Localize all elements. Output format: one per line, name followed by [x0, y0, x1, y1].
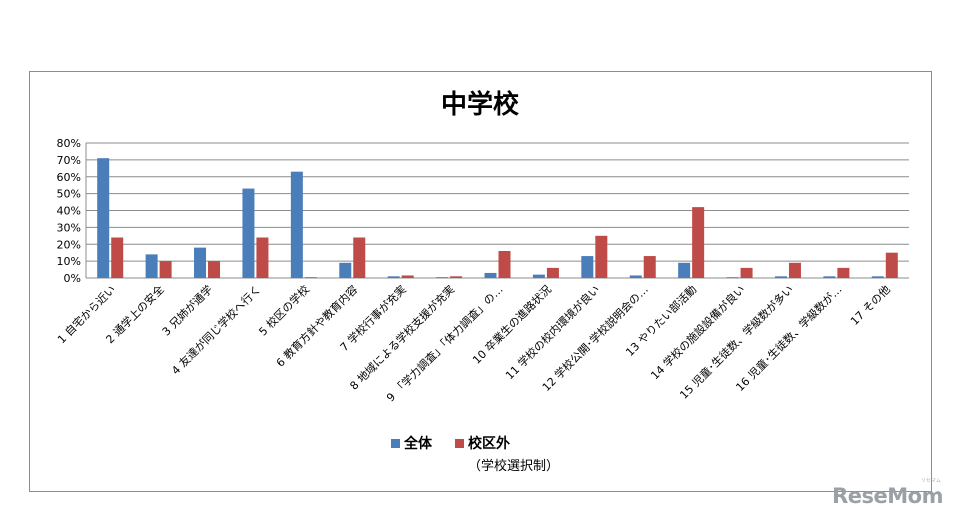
- x-tick-label: 6 教育方針や教育内容: [273, 282, 360, 369]
- bar-kokugai: [353, 237, 366, 278]
- bar-kokugai: [740, 267, 753, 278]
- y-tick-label: 50%: [57, 188, 81, 201]
- bar-kokugai: [595, 235, 608, 278]
- legend-swatch: [391, 439, 400, 448]
- bar-zentai: [678, 262, 691, 278]
- bar-zentai: [194, 247, 207, 278]
- bar-zentai: [871, 276, 884, 278]
- y-axis-ticks: 0% 10% 20% 30% 40% 50% 60% 70% 80%: [57, 137, 81, 285]
- resemom-logo: ReseMom: [832, 484, 943, 508]
- bar-zentai: [97, 158, 110, 278]
- bar-zentai: [726, 277, 739, 278]
- y-tick-label: 80%: [57, 137, 81, 150]
- bars: [97, 158, 898, 278]
- bar-kokugai: [837, 267, 850, 278]
- legend-swatch: [455, 439, 464, 448]
- bar-zentai: [823, 276, 836, 278]
- y-tick-label: 10%: [57, 255, 81, 268]
- y-tick-label: 30%: [57, 221, 81, 234]
- bar-kokugai: [304, 277, 317, 278]
- grid-lines: [85, 142, 909, 279]
- x-tick-label: 4 友達が同じ学校へ行く: [168, 282, 263, 377]
- bar-kokugai: [643, 256, 656, 278]
- bar-kokugai: [546, 267, 559, 278]
- y-tick-label: 70%: [57, 154, 81, 167]
- bar-kokugai: [692, 207, 705, 278]
- bar-zentai: [484, 272, 497, 278]
- bar-zentai: [339, 262, 352, 278]
- bar-zentai: [774, 276, 787, 278]
- bar-zentai: [387, 276, 400, 278]
- bar-kokugai: [788, 262, 801, 278]
- y-tick-label: 0%: [64, 272, 81, 285]
- bar-zentai: [581, 256, 594, 278]
- bar-kokugai: [111, 237, 124, 278]
- legend-sublabel: （学校選択制）: [468, 458, 559, 474]
- x-tick-label: 17 その他: [848, 283, 893, 328]
- x-tick-label: 10 卒業生の進路状況: [470, 282, 554, 366]
- bar-zentai: [242, 188, 255, 278]
- bar-kokugai: [159, 261, 172, 278]
- resemom-logo-sub: リセマム: [920, 478, 941, 484]
- bar-kokugai: [401, 275, 414, 278]
- chart-title: 中学校: [441, 89, 520, 120]
- bar-zentai: [145, 254, 158, 278]
- bar-zentai: [290, 171, 303, 278]
- x-tick-label: 11 学校の校内環境が良い: [502, 282, 602, 382]
- legend-label: 全体: [403, 435, 433, 452]
- bar-zentai: [436, 277, 449, 278]
- bar-kokugai: [498, 251, 511, 278]
- bar-zentai: [532, 274, 545, 278]
- y-tick-label: 60%: [57, 171, 81, 184]
- legend: 全体 校区外 （学校選択制）: [391, 435, 559, 474]
- bar-kokugai: [885, 252, 898, 278]
- x-tick-label: 14 学校の施設設備が良い: [648, 282, 748, 382]
- bar-kokugai: [256, 237, 269, 278]
- chart-frame: [29, 71, 932, 492]
- y-tick-label: 40%: [57, 205, 81, 218]
- legend-label: 校区外: [468, 435, 510, 452]
- y-tick-label: 20%: [57, 238, 81, 251]
- bar-kokugai: [450, 276, 463, 278]
- bar-kokugai: [208, 261, 221, 278]
- bar-zentai: [629, 275, 642, 278]
